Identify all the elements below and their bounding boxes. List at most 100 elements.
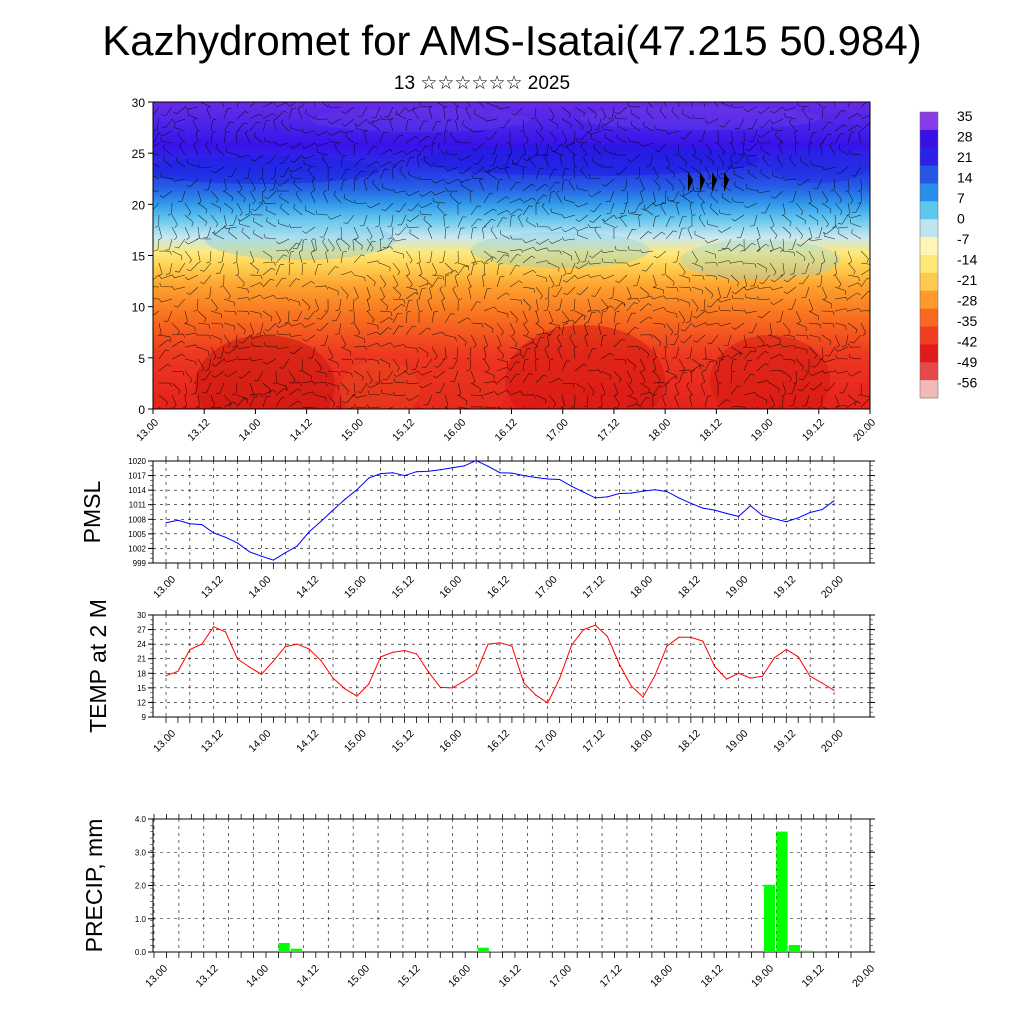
pmsl-point [738,515,740,518]
heatmap-ytick-label: 30 [132,96,146,110]
xtick-label: 14.12 [294,728,321,755]
temp2m-point [833,689,835,691]
temp2m-point [427,671,429,673]
precip-bar [477,947,489,952]
temp2m-point [785,648,787,651]
pmsl-point [702,507,704,509]
pmsl-point [451,467,453,469]
pmsl-point [272,559,274,561]
precip-bar [490,951,502,952]
pmsl-point [594,497,597,499]
temp2m-point [189,648,191,651]
pmsl-point [773,518,776,520]
pmsl-point [582,491,585,493]
pmsl-point [678,497,680,499]
heatmap-xtick-label: 19.00 [749,417,776,444]
pmsl-point [344,498,346,500]
pmsl-point [749,505,752,507]
ytick-label: 2.0 [135,882,147,891]
field-patch [153,156,380,184]
pmsl-point [475,459,477,462]
xtick-label: 13.12 [199,728,226,755]
ytick-label: 1017 [128,472,146,481]
precip-bar [788,945,800,952]
pmsl-point [201,524,203,526]
colorbar-label: -49 [957,354,977,370]
xtick-label: 16.00 [437,574,464,601]
xtick-label: 15.12 [390,574,417,601]
temp2m-point [630,685,632,687]
xtick-label: 18.12 [699,963,726,990]
xtick-label: 14.12 [294,574,321,601]
field-patch [680,240,840,280]
pmsl-point [547,478,549,480]
colorbar-swatch [920,165,938,184]
temp2m-point [499,642,501,644]
heatmap-xtick-label: 18.12 [697,417,724,444]
heatmap-xtick-label: 15.12 [390,417,417,444]
field-patch [770,147,870,183]
xtick-label: 16.12 [485,728,512,755]
pmsl-panel: 999 1002 1005 1008 1011 1014 1017 1020 13.00 13.1… [79,456,875,601]
pmsl-point [523,475,525,477]
temp2m-point [678,636,680,638]
temp2m-point [392,651,394,654]
xtick-label: 16.12 [485,574,512,601]
colorbar-label: 21 [957,149,973,165]
ytick-label: 1005 [128,530,146,539]
temp-panel: 9 12 15 18 21 24 27 30 13.00 13.12 14.00 14.12 15.00… [85,599,875,755]
pmsl-point [404,475,406,477]
colorbar-swatch [920,201,938,220]
pmsl-ylabel: PMSL [79,480,105,543]
colorbar-swatch [920,147,938,167]
colorbar-label: 0 [957,211,965,227]
pmsl-point [559,478,561,481]
pmsl-point [726,512,728,515]
ytick-label: 4.0 [135,815,147,824]
colorbar-swatch [920,344,938,363]
colorbar-label: -21 [957,272,977,288]
pmsl-point [439,469,441,471]
temp2m-point [260,673,262,675]
xtick-label: 20.00 [819,574,846,601]
colorbar-label: 28 [957,129,973,145]
heatmap-ytick-label: 10 [132,301,146,315]
pmsl-point [761,514,764,517]
colorbar-label: -35 [957,313,977,329]
precip-bar [801,950,813,952]
temp2m-point [606,635,609,638]
ytick-label: 1020 [128,457,146,466]
xtick-label: 15.12 [396,963,423,990]
pmsl-point [427,470,429,472]
heatmap-ytick-label: 20 [132,198,146,212]
pmsl-point [237,542,239,544]
ytick-label: 1011 [129,501,147,510]
pmsl-point [165,522,167,524]
temp2m-point [320,660,322,662]
xtick-label: 20.00 [819,728,846,755]
pmsl-point [380,473,382,475]
xtick-label: 18.00 [628,728,655,755]
xtick-label: 13.12 [199,574,226,601]
field-patch [470,232,650,268]
precip-bar [776,831,788,952]
wind-barb-lines [153,102,870,409]
pmsl-point [213,532,215,534]
xtick-label: 15.12 [390,728,417,755]
field-patch [340,360,420,409]
ytick-label: 1002 [128,544,146,553]
temp2m-point [654,674,656,676]
pmsl-point [320,520,322,522]
field-patch [710,335,830,409]
pmsl-point [415,471,418,473]
temp2m-point [284,646,286,648]
precip-panel: 0.0 1.0 2.0 3.0 4.0 13.00 13.12 14.00 14.12 15.00… [81,814,877,990]
xtick-label: 13.00 [143,963,170,990]
wind-barbs [153,102,870,409]
ytick-label: 1008 [128,515,146,524]
pmsl-point [392,472,394,474]
heatmap-xtick-label: 16.12 [493,417,520,444]
xtick-label: 19.00 [723,728,750,755]
pmsl-point [487,465,489,467]
